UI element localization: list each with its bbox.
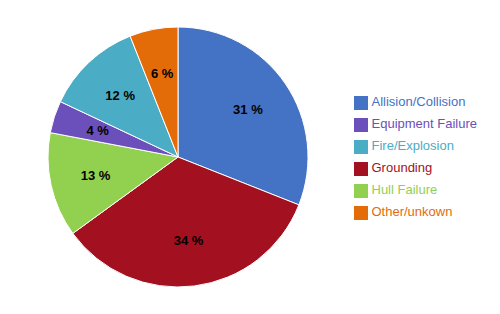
svg-text:6 %: 6 % (151, 66, 174, 81)
html-text:Grounding: Grounding (371, 160, 433, 175)
svg-text:34 %: 34 % (174, 233, 204, 248)
html-text:Allision/Collision: Allision/Collision (371, 94, 466, 109)
html-text:Equipment Failure: Equipment Failure (371, 116, 477, 131)
html-text:Fire/Explosion: Fire/Explosion (371, 138, 454, 153)
html-text:Hull Failure: Hull Failure (371, 182, 438, 197)
svg-text:12 %: 12 % (105, 88, 135, 103)
svg-text:13 %: 13 % (81, 168, 111, 183)
svg-text:4 %: 4 % (86, 123, 109, 138)
svg-text:31 %: 31 % (233, 102, 263, 117)
html-text:Other/unkown: Other/unkown (371, 204, 453, 219)
